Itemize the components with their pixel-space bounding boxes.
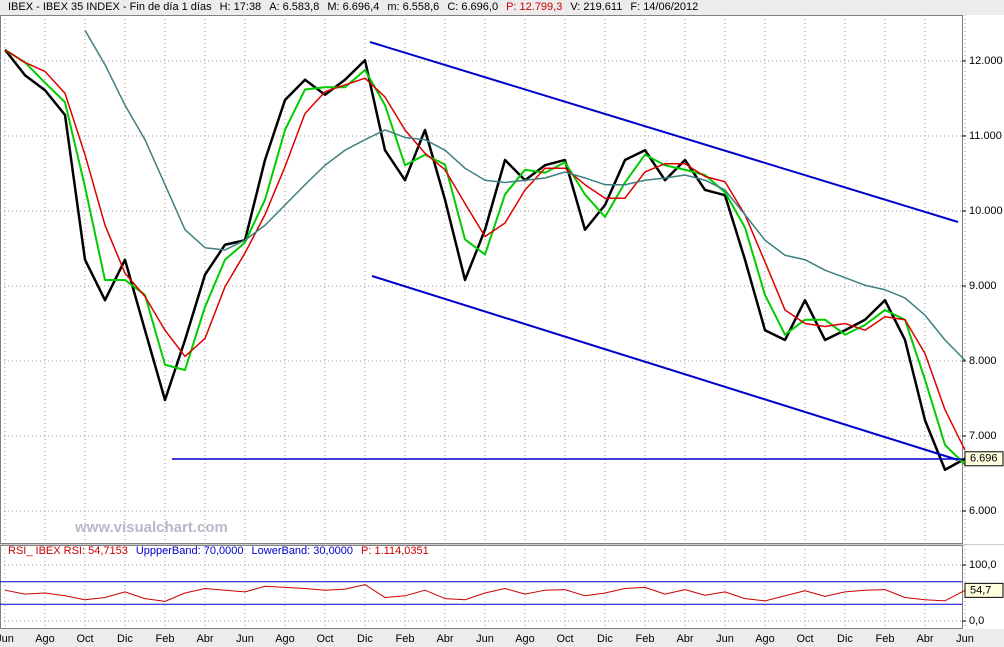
x-tick-label: Ago [755, 633, 775, 645]
y-tick-label: 100,0 [969, 559, 997, 571]
series-line [4, 48, 966, 471]
plot-layer [0, 15, 966, 628]
last-value-box [964, 582, 1004, 598]
x-tick-label: Jun [236, 633, 254, 645]
x-tick-label: Oct [76, 633, 93, 645]
x-tick-label: Dic [117, 633, 133, 645]
x-tick-label: Oct [316, 633, 333, 645]
info-item: M: 6.696,4 [327, 1, 379, 13]
x-tick-label: Abr [916, 633, 933, 645]
info-line: RSI_ IBEX RSI: 54,7153 UppperBand: 70,000… [8, 545, 429, 557]
last-value-label: 54,7 [970, 584, 991, 596]
y-tick-label: 10.000 [969, 205, 1003, 217]
y-tick-label: 9.000 [969, 280, 997, 292]
x-tick-label: Feb [636, 633, 655, 645]
x-tick-label: Jun [716, 633, 734, 645]
y-tick-label: 12.000 [969, 55, 1003, 67]
trend-line-upper [369, 41, 959, 223]
x-tick-label: Oct [556, 633, 573, 645]
x-tick-label: Ago [35, 633, 55, 645]
x-tick-label: Abr [196, 633, 213, 645]
x-tick-label: Ago [275, 633, 295, 645]
x-tick-label: Dic [837, 633, 853, 645]
info-item: C: 6.696,0 [447, 1, 498, 13]
x-tick-label: Oct [796, 633, 813, 645]
info-item: LowerBand: 30,0000 [252, 545, 354, 557]
info-item: RSI_ IBEX RSI: 54,7153 [8, 545, 128, 557]
price-panel [0, 15, 963, 544]
x-tick-label: Ago [515, 633, 535, 645]
x-tick-label: Jun [0, 633, 14, 645]
info-line: IBEX - IBEX 35 INDEX - Fin de día 1 días… [8, 1, 698, 13]
series-line [4, 584, 966, 602]
x-tick-label: Jun [476, 633, 494, 645]
series-line [84, 29, 966, 361]
x-tick-label: Dic [357, 633, 373, 645]
series-line [4, 49, 966, 451]
info-item: UppperBand: 70,0000 [136, 545, 244, 557]
y-tick-label: 6.000 [969, 505, 997, 517]
info-item: IBEX - IBEX 35 INDEX - Fin de día 1 días [8, 1, 212, 13]
x-tick-label: Feb [396, 633, 415, 645]
info-bar [0, 0, 1004, 15]
info-item: P: 12.799,3 [506, 1, 562, 13]
rsi-panel [0, 545, 963, 629]
x-tick-label: Feb [876, 633, 895, 645]
info-item: P: 1.114,0351 [361, 545, 429, 557]
x-tick-label: Dic [597, 633, 613, 645]
x-tick-label: Abr [436, 633, 453, 645]
y-tick-label: 0,0 [969, 615, 984, 627]
info-item: V: 219.611 [570, 1, 622, 13]
panel-divider [0, 544, 1004, 545]
y-tick-label: 8.000 [969, 355, 997, 367]
x-tick-label: Feb [156, 633, 175, 645]
y-tick-label: 11.000 [969, 130, 1002, 142]
trend-line-lower [371, 275, 959, 461]
x-tick-label: Jun [956, 633, 974, 645]
info-item: H: 17:38 [220, 1, 262, 13]
info-item: A: 6.583,8 [269, 1, 319, 13]
x-axis-bar [0, 629, 1004, 647]
y-tick-label: 7.000 [969, 430, 997, 442]
x-tick-label: Abr [676, 633, 693, 645]
info-item: m: 6.558,6 [387, 1, 439, 13]
series-line [4, 48, 966, 466]
watermark: www.visualchart.com [74, 519, 228, 536]
info-item: F: 14/06/2012 [630, 1, 698, 13]
last-value-label: 6.696 [970, 453, 998, 465]
last-value-box [964, 451, 1004, 467]
